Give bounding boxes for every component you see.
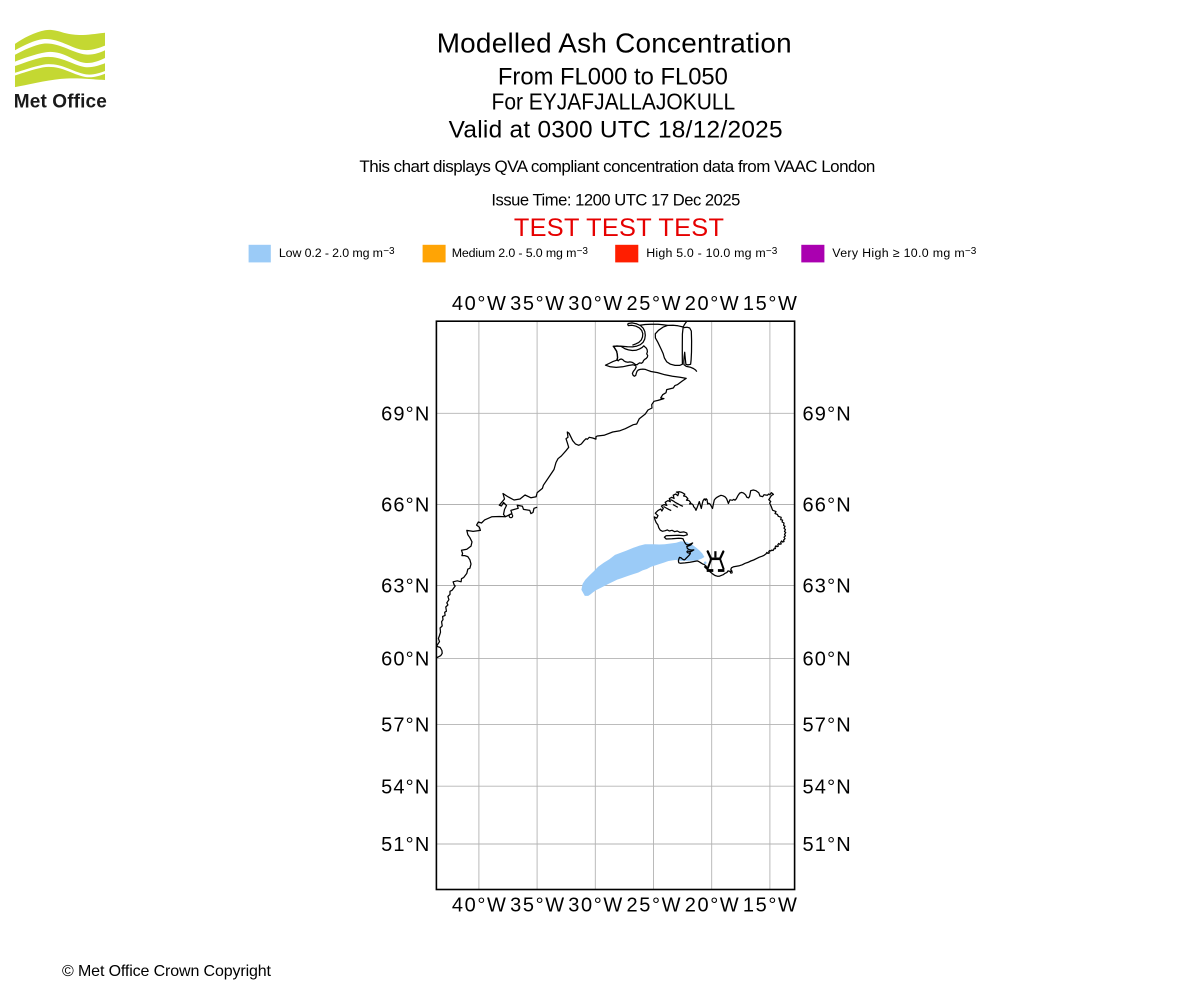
svg-text:57°N: 57°N <box>803 715 851 737</box>
svg-text:© Met Office Crown Copyright: © Met Office Crown Copyright <box>62 963 272 980</box>
svg-text:Very High ≥ 10.0 mg m: Very High ≥ 10.0 mg m <box>832 246 964 260</box>
svg-text:66°N: 66°N <box>803 495 851 517</box>
svg-text:25°W: 25°W <box>627 895 681 917</box>
svg-text:25°W: 25°W <box>627 293 681 315</box>
svg-text:40°W: 40°W <box>452 895 506 917</box>
svg-text:Issue Time: 1200 UTC 17 Dec 20: Issue Time: 1200 UTC 17 Dec 2025 <box>491 190 740 209</box>
svg-text:54°N: 54°N <box>381 776 429 798</box>
svg-text:20°W: 20°W <box>685 895 739 917</box>
svg-text:15°W: 15°W <box>743 293 797 315</box>
svg-text:60°N: 60°N <box>381 649 429 671</box>
svg-text:−3: −3 <box>965 246 977 257</box>
svg-text:For EYJAFJALLAJOKULL: For EYJAFJALLAJOKULL <box>492 89 736 115</box>
svg-text:69°N: 69°N <box>381 403 429 425</box>
svg-text:30°W: 30°W <box>568 895 622 917</box>
svg-text:63°N: 63°N <box>803 576 851 598</box>
svg-text:TEST TEST TEST: TEST TEST TEST <box>514 214 724 242</box>
svg-text:Medium 2.0 - 5.0 mg m: Medium 2.0 - 5.0 mg m <box>452 246 577 260</box>
svg-text:54°N: 54°N <box>803 776 851 798</box>
svg-text:51°N: 51°N <box>381 834 429 856</box>
svg-text:35°W: 35°W <box>510 895 564 917</box>
svg-text:15°W: 15°W <box>743 895 797 917</box>
svg-text:−3: −3 <box>766 246 778 257</box>
svg-text:20°W: 20°W <box>685 293 739 315</box>
svg-text:40°W: 40°W <box>452 293 506 315</box>
svg-text:This chart displays QVA compli: This chart displays QVA compliant concen… <box>359 157 875 176</box>
svg-text:66°N: 66°N <box>381 495 429 517</box>
svg-text:High 5.0 - 10.0 mg m: High 5.0 - 10.0 mg m <box>646 246 765 260</box>
svg-text:Valid at 0300 UTC 18/12/2025: Valid at 0300 UTC 18/12/2025 <box>449 117 783 144</box>
svg-text:57°N: 57°N <box>381 715 429 737</box>
svg-text:30°W: 30°W <box>568 293 622 315</box>
svg-text:Modelled Ash Concentration: Modelled Ash Concentration <box>437 27 792 58</box>
svg-text:From FL000 to FL050: From FL000 to FL050 <box>498 64 728 91</box>
svg-text:−3: −3 <box>383 246 395 257</box>
svg-text:−3: −3 <box>577 246 589 257</box>
svg-text:Low 0.2 - 2.0 mg m: Low 0.2 - 2.0 mg m <box>279 246 383 260</box>
svg-text:69°N: 69°N <box>803 403 851 425</box>
svg-text:51°N: 51°N <box>803 834 851 856</box>
svg-text:60°N: 60°N <box>803 649 851 671</box>
svg-text:Met Office: Met Office <box>14 91 107 112</box>
svg-text:63°N: 63°N <box>381 576 429 598</box>
svg-text:35°W: 35°W <box>510 293 564 315</box>
